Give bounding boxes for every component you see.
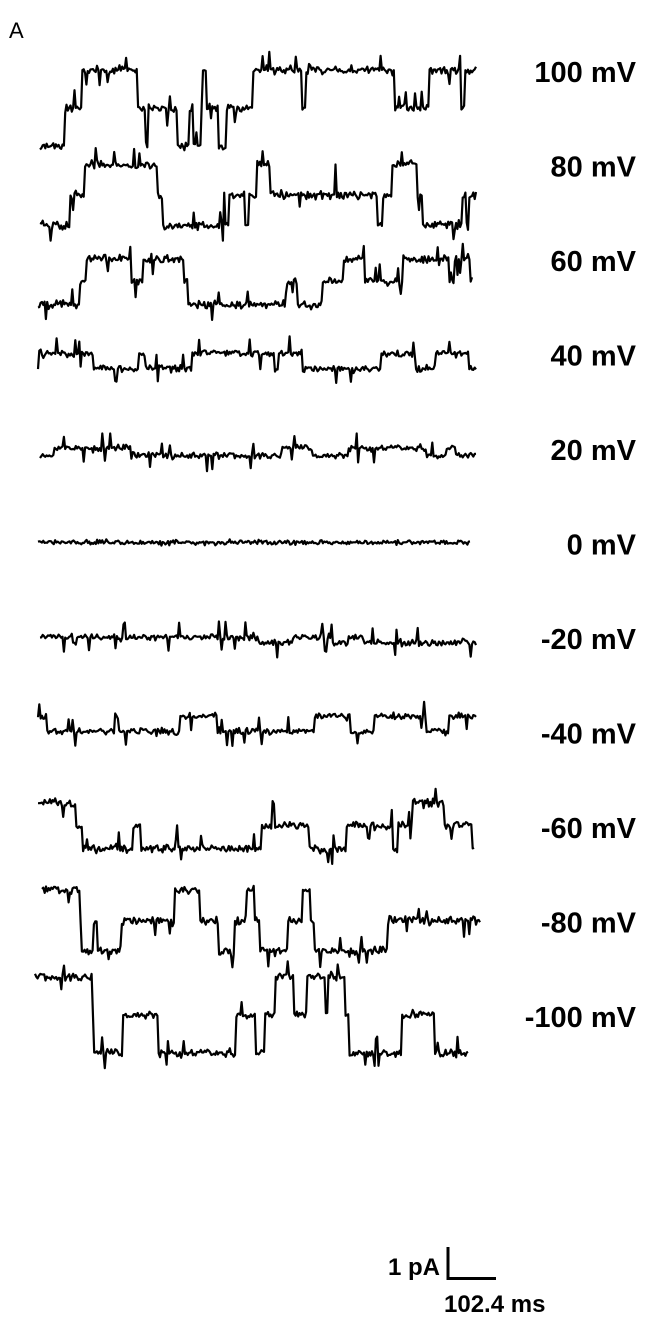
- trace-100mV: [39, 50, 477, 152]
- voltage-label: 40 mV: [551, 341, 637, 373]
- current-traces: [33, 50, 481, 1070]
- trace-0mV: [37, 538, 471, 547]
- voltage-label: 0 mV: [567, 530, 637, 562]
- panel-label: A: [9, 18, 24, 43]
- trace-neg60mV: [38, 787, 475, 866]
- voltage-label: -80 mV: [541, 908, 637, 940]
- scale-bar: 1 pA 102.4 ms: [388, 1247, 545, 1318]
- scale-current-label: 1 pA: [388, 1254, 440, 1281]
- voltage-label: -60 mV: [541, 813, 637, 845]
- voltage-labels: 100 mV 80 mV 60 mV 40 mV 20 mV 0 mV -20 mV -40 …: [525, 57, 637, 1034]
- voltage-label: 80 mV: [551, 152, 637, 184]
- trace-neg20mV: [39, 620, 478, 659]
- trace-40mV: [36, 335, 477, 384]
- voltage-label: -40 mV: [541, 719, 637, 751]
- voltage-label: 60 mV: [551, 246, 637, 278]
- trace-neg100mV: [33, 960, 469, 1070]
- trace-neg40mV: [36, 700, 477, 748]
- scale-time-label: 102.4 ms: [444, 1291, 545, 1318]
- voltage-label: 100 mV: [534, 57, 636, 89]
- trace-80mV: [39, 147, 478, 242]
- trace-60mV: [37, 242, 474, 321]
- voltage-label: -100 mV: [525, 1002, 637, 1034]
- voltage-label: -20 mV: [541, 624, 637, 656]
- voltage-label: 20 mV: [551, 435, 637, 467]
- trace-20mV: [39, 432, 477, 473]
- trace-neg80mV: [41, 884, 481, 969]
